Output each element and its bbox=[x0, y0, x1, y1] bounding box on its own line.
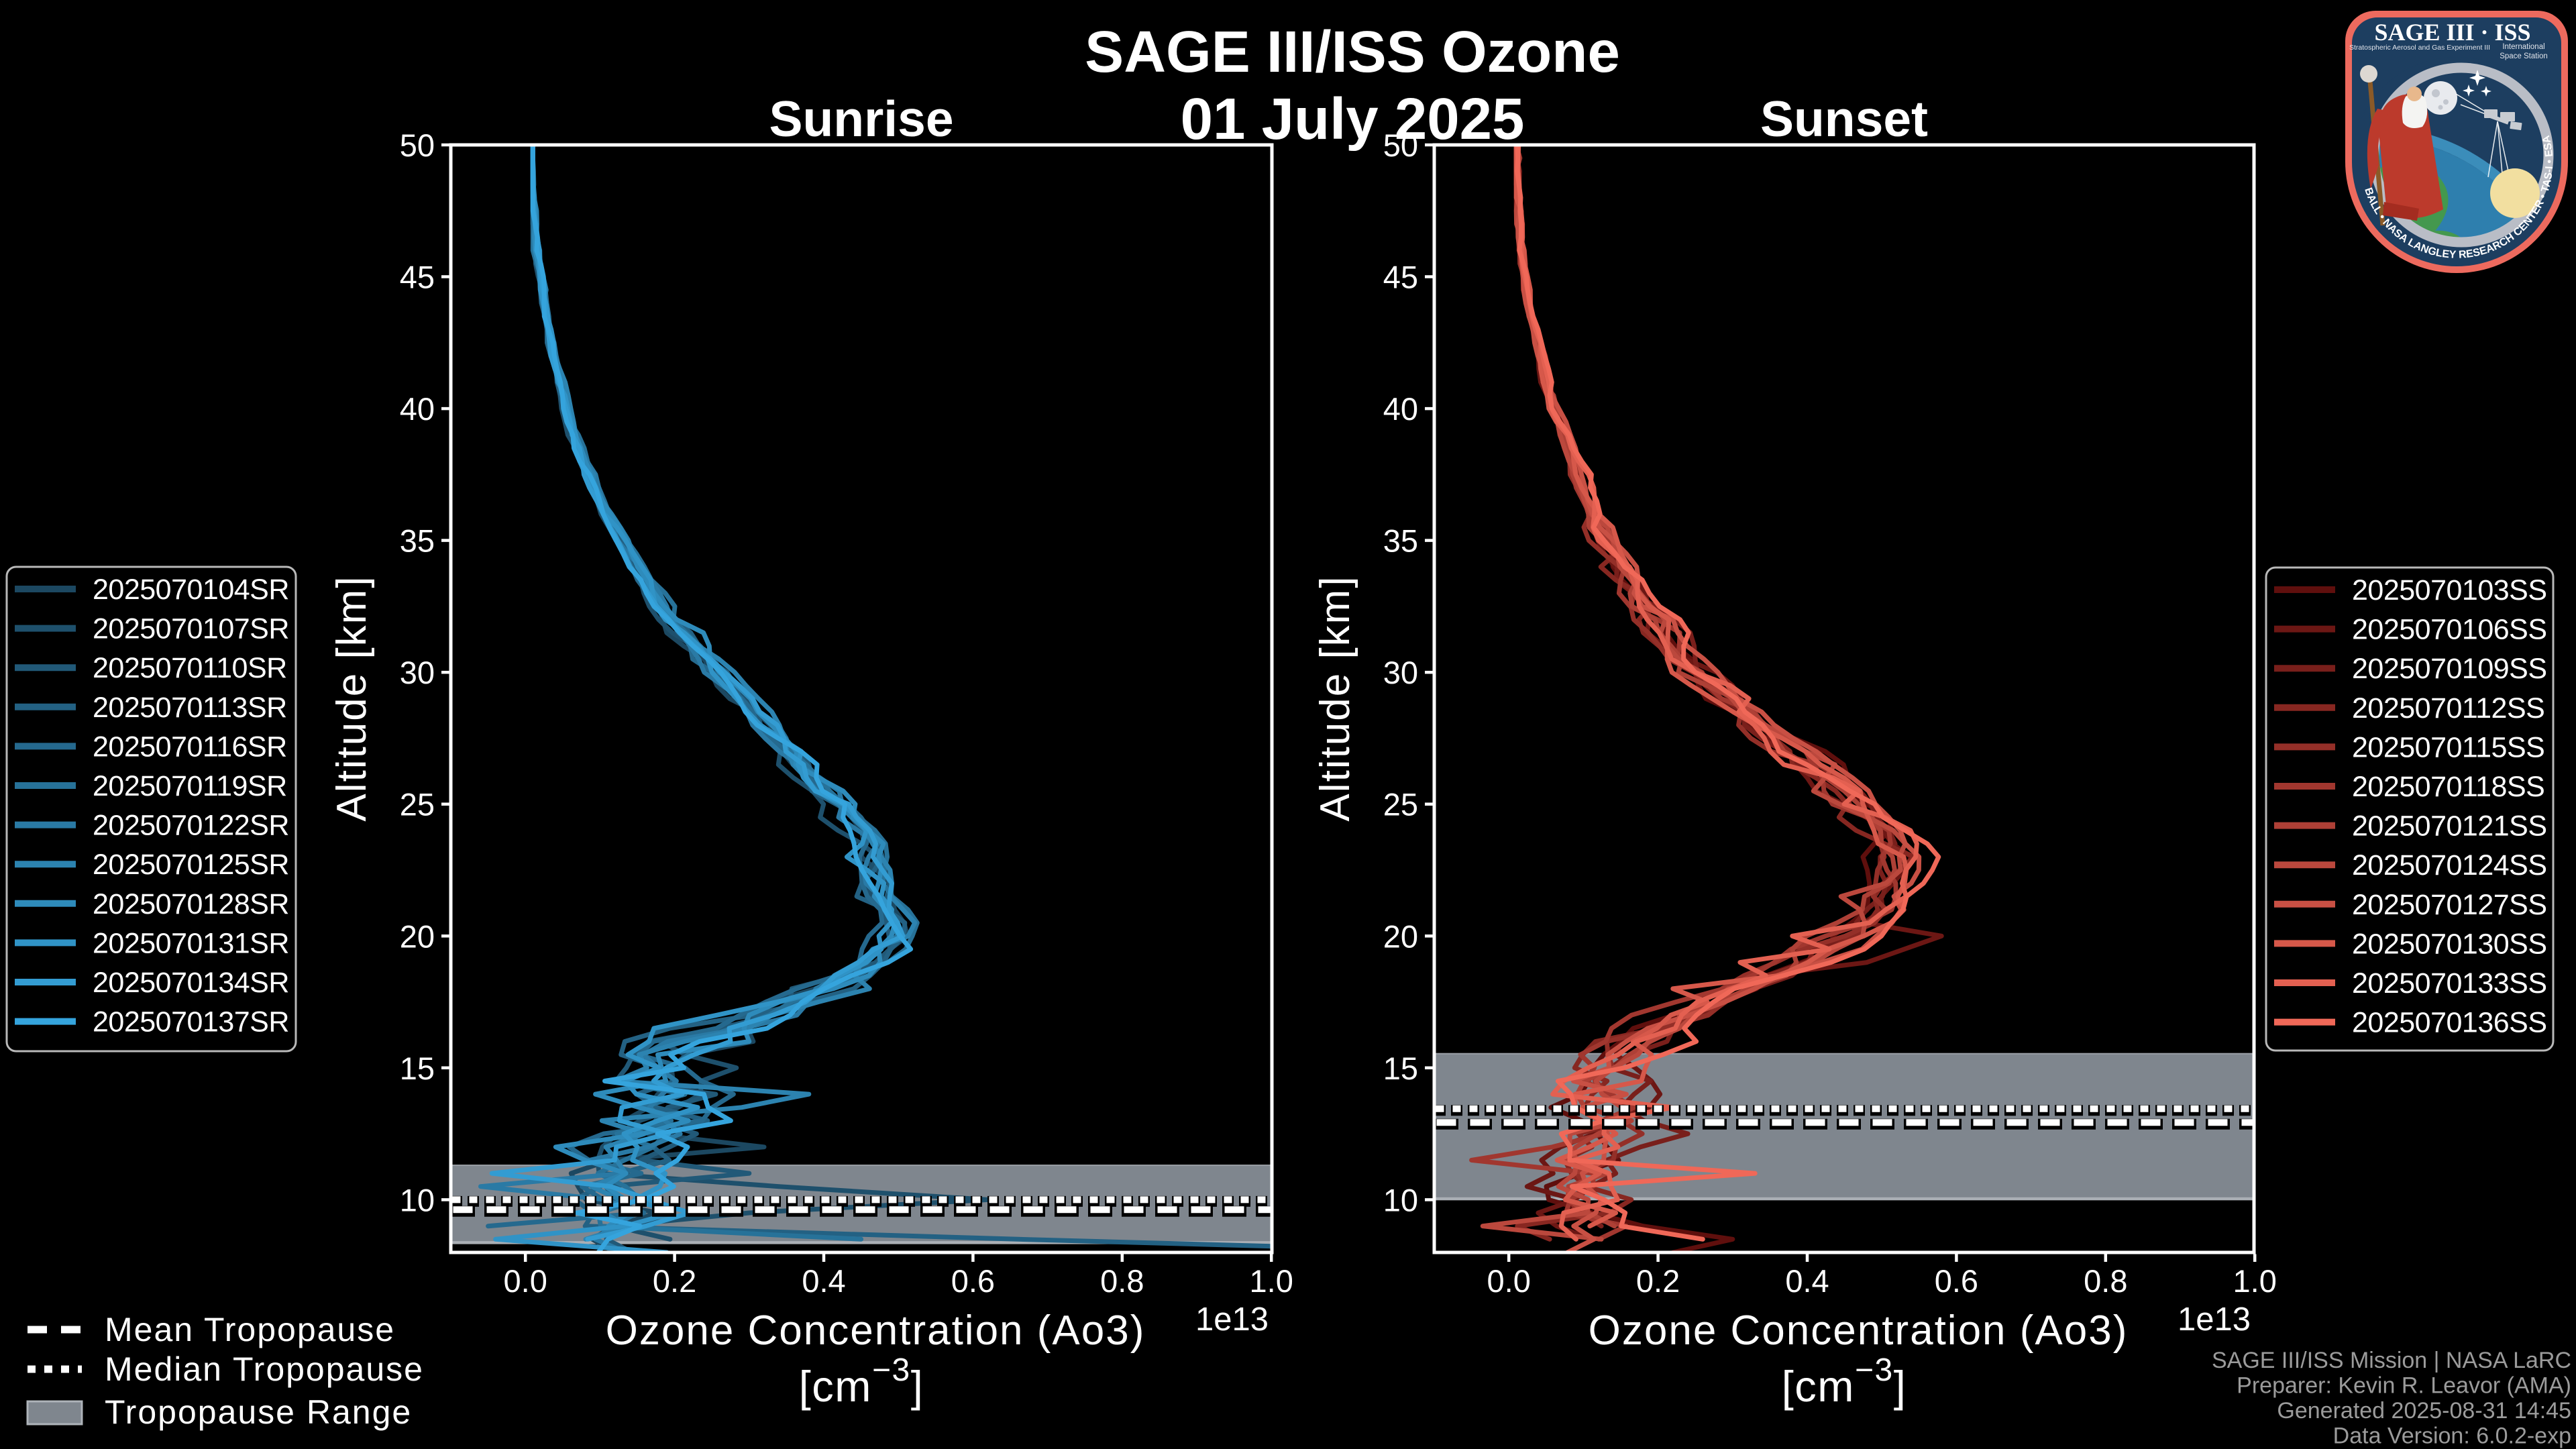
svg-text:Generated 2025-08-31 14:45: Generated 2025-08-31 14:45 bbox=[2277, 1398, 2571, 1424]
svg-text:0.2: 0.2 bbox=[1636, 1263, 1680, 1299]
svg-text:0.0: 0.0 bbox=[504, 1263, 547, 1299]
svg-text:40: 40 bbox=[1383, 391, 1418, 427]
svg-text:35: 35 bbox=[1383, 523, 1418, 559]
svg-text:45: 45 bbox=[400, 260, 435, 295]
svg-text:2025070134SR: 2025070134SR bbox=[93, 967, 289, 999]
svg-text:15: 15 bbox=[1383, 1051, 1418, 1086]
svg-text:2025070107SR: 2025070107SR bbox=[93, 613, 289, 645]
svg-text:SAGE III · ISS: SAGE III · ISS bbox=[2374, 19, 2530, 46]
svg-text:0.6: 0.6 bbox=[1935, 1263, 1978, 1299]
svg-text:2025070136SS: 2025070136SS bbox=[2352, 1007, 2547, 1039]
svg-text:10: 10 bbox=[400, 1182, 435, 1218]
svg-text:Mean Tropopause: Mean Tropopause bbox=[105, 1311, 395, 1348]
svg-text:SAGE III/ISS Ozone: SAGE III/ISS Ozone bbox=[1085, 19, 1620, 85]
svg-text:0.4: 0.4 bbox=[1785, 1263, 1829, 1299]
svg-text:Preparer: Kevin R. Leavor (AMA: Preparer: Kevin R. Leavor (AMA) bbox=[2237, 1373, 2571, 1399]
svg-text:2025070115SS: 2025070115SS bbox=[2352, 731, 2544, 763]
svg-text:01 July 2025: 01 July 2025 bbox=[1181, 87, 1525, 152]
svg-text:Data Version: 6.0.2-exp: Data Version: 6.0.2-exp bbox=[2333, 1424, 2571, 1449]
svg-text:2025070110SR: 2025070110SR bbox=[93, 652, 287, 684]
svg-text:0.4: 0.4 bbox=[802, 1263, 845, 1299]
svg-text:International: International bbox=[2502, 43, 2544, 51]
svg-text:Ozone Concentration (Ao3): Ozone Concentration (Ao3) bbox=[606, 1307, 1146, 1354]
svg-text:2025070128SR: 2025070128SR bbox=[93, 888, 289, 920]
svg-text:45: 45 bbox=[1383, 260, 1418, 295]
svg-text:0.0: 0.0 bbox=[1487, 1263, 1531, 1299]
svg-text:35: 35 bbox=[400, 523, 435, 559]
svg-text:2025070131SR: 2025070131SR bbox=[93, 927, 289, 959]
svg-text:2025070125SR: 2025070125SR bbox=[93, 849, 289, 881]
svg-text:20: 20 bbox=[400, 918, 435, 954]
svg-text:2025070122SR: 2025070122SR bbox=[93, 810, 289, 842]
svg-text:SAGE III/ISS Mission | NASA La: SAGE III/ISS Mission | NASA LaRC bbox=[2212, 1348, 2571, 1373]
svg-text:2025070127SS: 2025070127SS bbox=[2352, 889, 2547, 921]
svg-text:2025070121SS: 2025070121SS bbox=[2352, 810, 2547, 843]
svg-text:Altitude [km]: Altitude [km] bbox=[329, 575, 375, 821]
svg-text:2025070116SR: 2025070116SR bbox=[93, 731, 287, 763]
svg-text:2025070106SS: 2025070106SS bbox=[2352, 614, 2547, 646]
svg-text:1e13: 1e13 bbox=[1195, 1301, 1269, 1338]
svg-text:50: 50 bbox=[1383, 127, 1418, 163]
svg-text:2025070133SS: 2025070133SS bbox=[2352, 967, 2547, 1000]
svg-text:Sunset: Sunset bbox=[1760, 91, 1928, 147]
svg-text:2025070137SR: 2025070137SR bbox=[93, 1006, 289, 1038]
svg-text:50: 50 bbox=[400, 127, 435, 163]
svg-text:30: 30 bbox=[400, 655, 435, 690]
svg-text:2025070103SS: 2025070103SS bbox=[2352, 574, 2547, 606]
svg-text:Median Tropopause: Median Tropopause bbox=[105, 1350, 424, 1388]
svg-text:25: 25 bbox=[1383, 787, 1418, 822]
svg-text:Stratospheric Aerosol and Gas: Stratospheric Aerosol and Gas Experiment… bbox=[2349, 44, 2490, 52]
svg-text:0.6: 0.6 bbox=[951, 1263, 995, 1299]
svg-text:10: 10 bbox=[1383, 1182, 1418, 1218]
svg-text:2025070119SR: 2025070119SR bbox=[93, 770, 287, 802]
svg-text:1.0: 1.0 bbox=[1250, 1263, 1293, 1299]
svg-text:2025070130SS: 2025070130SS bbox=[2352, 928, 2547, 960]
svg-text:40: 40 bbox=[400, 391, 435, 427]
svg-text:15: 15 bbox=[400, 1051, 435, 1086]
svg-text:0.8: 0.8 bbox=[1100, 1263, 1144, 1299]
svg-text:0.2: 0.2 bbox=[653, 1263, 696, 1299]
svg-text:30: 30 bbox=[1383, 655, 1418, 690]
svg-text:Sunrise: Sunrise bbox=[769, 91, 953, 147]
svg-text:2025070113SR: 2025070113SR bbox=[93, 692, 287, 724]
svg-text:2025070112SS: 2025070112SS bbox=[2352, 692, 2544, 724]
svg-text:Tropopause Range: Tropopause Range bbox=[105, 1393, 412, 1431]
svg-text:1e13: 1e13 bbox=[2178, 1301, 2251, 1338]
svg-text:2025070118SS: 2025070118SS bbox=[2352, 771, 2544, 803]
svg-text:2025070124SS: 2025070124SS bbox=[2352, 849, 2547, 881]
svg-text:Space Station: Space Station bbox=[2500, 52, 2548, 60]
svg-text:0.8: 0.8 bbox=[2084, 1263, 2127, 1299]
svg-text:25: 25 bbox=[400, 787, 435, 822]
svg-text:2025070109SS: 2025070109SS bbox=[2352, 653, 2547, 685]
svg-text:Altitude [km]: Altitude [km] bbox=[1312, 575, 1358, 821]
svg-text:20: 20 bbox=[1383, 918, 1418, 954]
svg-text:1.0: 1.0 bbox=[2233, 1263, 2277, 1299]
svg-text:Ozone Concentration (Ao3): Ozone Concentration (Ao3) bbox=[1589, 1307, 2129, 1354]
svg-text:2025070104SR: 2025070104SR bbox=[93, 574, 289, 606]
